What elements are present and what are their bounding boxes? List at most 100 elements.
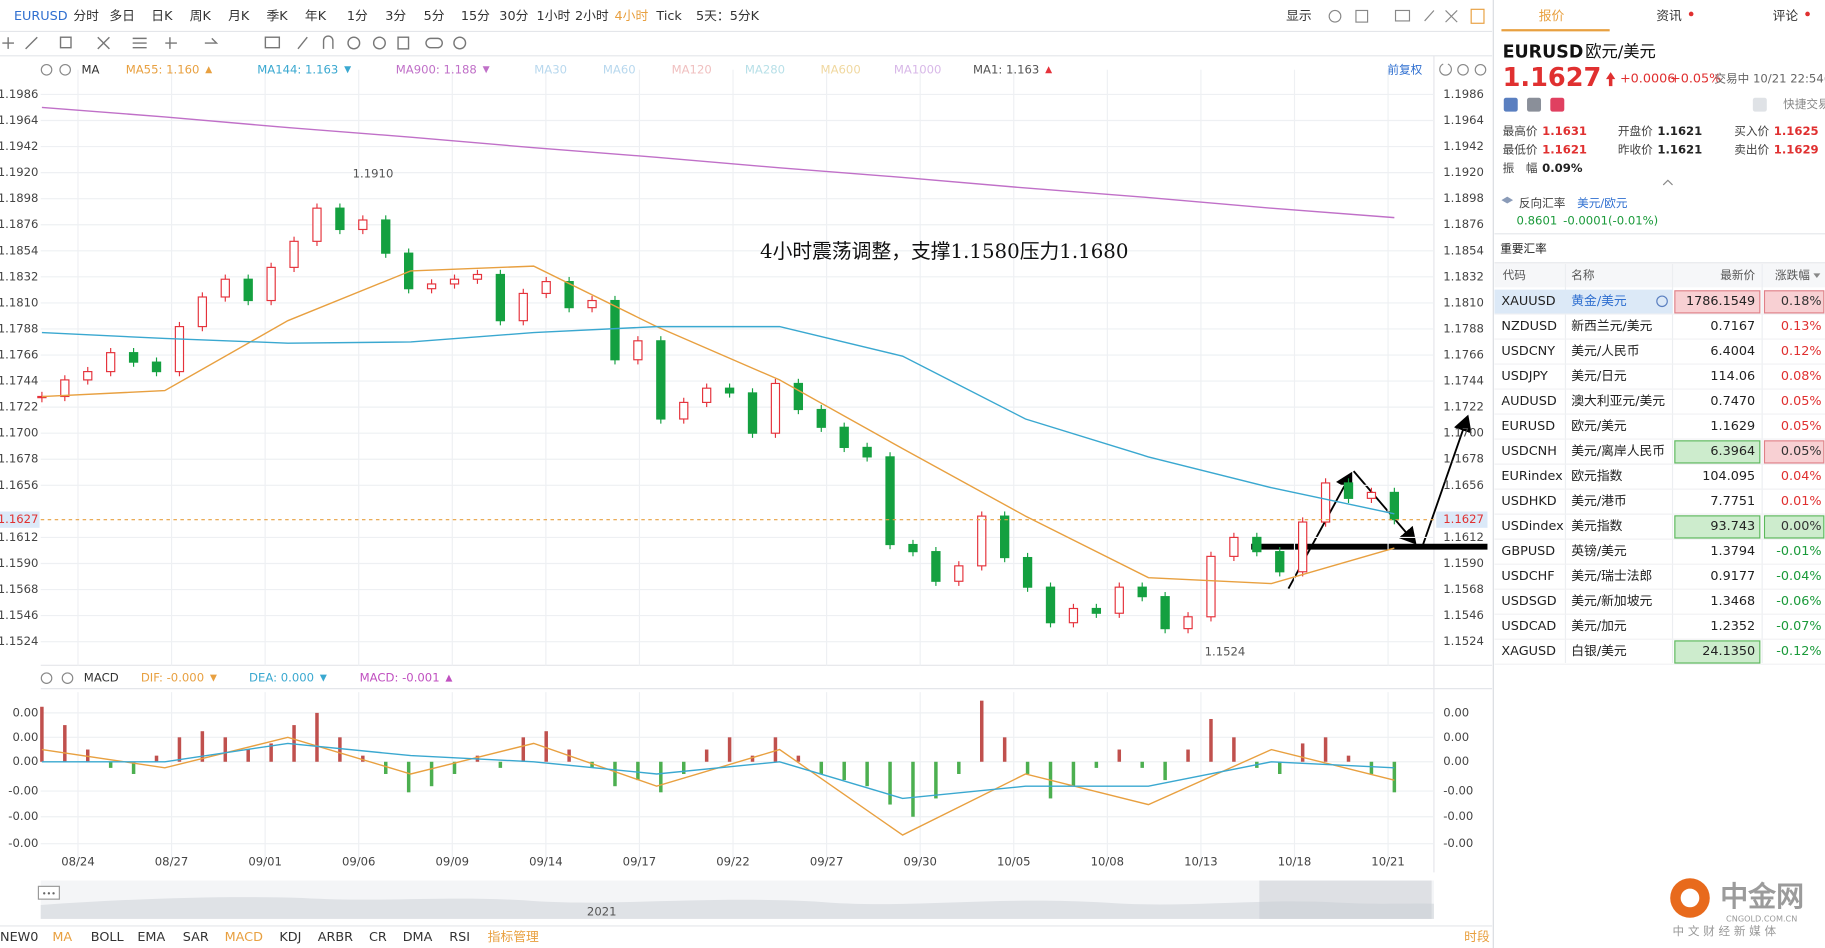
row-name[interactable]: 新西兰元/美元: [1571, 318, 1652, 334]
row-name[interactable]: 欧元指数: [1571, 469, 1622, 484]
row-code[interactable]: USDCNY: [1501, 344, 1555, 359]
table-header[interactable]: 最新价: [1720, 268, 1755, 282]
quote-icons[interactable]: [1503, 97, 1767, 112]
panel-tab[interactable]: 报价: [1539, 9, 1565, 24]
period-button[interactable]: 15分: [461, 9, 490, 24]
adjust-mode[interactable]: 前复权: [1387, 62, 1422, 76]
panel-tab[interactable]: 资讯: [1656, 9, 1682, 24]
period-button[interactable]: 3分: [385, 9, 406, 24]
row-code[interactable]: EURindex: [1501, 469, 1563, 484]
arrow[interactable]: [1421, 414, 1472, 548]
candle: [564, 281, 574, 309]
period-button[interactable]: 月K: [228, 9, 250, 24]
legend-label[interactable]: MA55: 1.160: [126, 62, 200, 76]
period-button[interactable]: 30分: [499, 9, 528, 24]
legend-label[interactable]: MA120: [672, 62, 712, 76]
row-name[interactable]: 美元指数: [1571, 519, 1622, 534]
legend-icons[interactable]: [40, 63, 1487, 684]
indicator-manage[interactable]: 指标管理: [488, 930, 539, 945]
legend-label[interactable]: DIF: -0.000: [141, 671, 204, 685]
quick-trade[interactable]: 快捷交易: [1783, 97, 1825, 111]
arrow[interactable]: [1352, 470, 1417, 545]
indicator-tab[interactable]: BOLL: [91, 930, 125, 945]
row-code[interactable]: USDSGD: [1501, 594, 1556, 609]
row-code[interactable]: AUDUSD: [1501, 394, 1556, 409]
indicator-tab[interactable]: EMA: [137, 930, 165, 945]
row-code[interactable]: USDCAD: [1501, 619, 1556, 634]
period-button[interactable]: 5天：5分K: [696, 9, 760, 24]
row-code[interactable]: XAUUSD: [1501, 294, 1555, 309]
indicator-tab[interactable]: CR: [369, 930, 387, 945]
row-code[interactable]: EURUSD: [1501, 419, 1555, 434]
legend-label[interactable]: MA1: 1.163: [973, 62, 1039, 76]
row-name[interactable]: 美元/港币: [1571, 494, 1626, 509]
macd-bar: [63, 725, 67, 762]
candle: [381, 219, 391, 254]
legend-label[interactable]: MA1000: [894, 62, 942, 76]
period-button[interactable]: 周K: [190, 9, 212, 24]
row-code[interactable]: XAGUSD: [1501, 644, 1556, 659]
indicator-name[interactable]: MACD: [84, 671, 119, 685]
session-button[interactable]: 时段: [1464, 930, 1490, 945]
panel-tab[interactable]: 评论: [1773, 9, 1799, 24]
indicator-tab[interactable]: SAR: [183, 930, 209, 945]
top-right-icons[interactable]: [1328, 8, 1485, 24]
row-name[interactable]: 美元/瑞士法郎: [1571, 569, 1652, 584]
period-button[interactable]: 5分: [424, 9, 445, 24]
legend-label[interactable]: MA30: [534, 62, 567, 76]
period-button[interactable]: 2小时: [575, 9, 609, 24]
legend-label[interactable]: MA600: [821, 62, 861, 76]
legend-label[interactable]: MA900: 1.188: [396, 62, 477, 76]
annotation[interactable]: 4小时震荡调整，支撑1.1580压力1.1680: [760, 240, 1128, 263]
legend-label[interactable]: MA280: [745, 62, 785, 76]
indicator-tab[interactable]: NEW0: [0, 930, 38, 945]
period-button[interactable]: 多日: [109, 9, 135, 24]
row-name[interactable]: 澳大利亚元/美元: [1571, 393, 1665, 409]
indicator-tab[interactable]: MA: [52, 930, 72, 945]
legend-label[interactable]: MACD: -0.001: [360, 671, 440, 685]
row-name[interactable]: 美元/离岸人民币: [1571, 443, 1665, 459]
macd-bar: [1300, 743, 1305, 762]
symbol[interactable]: EURUSD: [14, 9, 68, 24]
period-button[interactable]: 季K: [267, 9, 289, 24]
row-code[interactable]: USDHKD: [1501, 494, 1556, 509]
period-button[interactable]: Tick: [655, 9, 682, 24]
row-name[interactable]: 英镑/美元: [1571, 543, 1627, 559]
indicator-name[interactable]: MA: [81, 62, 99, 76]
row-code[interactable]: GBPUSD: [1501, 544, 1555, 559]
row-name[interactable]: 美元/加元: [1571, 619, 1627, 634]
macd-bar: [1140, 761, 1144, 768]
row-code[interactable]: NZDUSD: [1501, 319, 1557, 334]
row-code[interactable]: USDindex: [1501, 519, 1564, 534]
reverse-pair[interactable]: 美元/欧元: [1577, 196, 1628, 210]
row-code[interactable]: USDCNH: [1501, 444, 1556, 459]
period-button[interactable]: 4小时: [615, 9, 649, 24]
indicator-tab[interactable]: ARBR: [318, 930, 353, 945]
row-name[interactable]: 黄金/美元: [1571, 293, 1627, 309]
row-name[interactable]: 美元/新加坡元: [1571, 593, 1652, 609]
row-name[interactable]: 白银/美元: [1571, 643, 1627, 659]
collapse[interactable]: [1662, 179, 1673, 186]
display-menu[interactable]: 显示: [1286, 9, 1312, 24]
period-button[interactable]: 日K: [151, 9, 173, 24]
row-code[interactable]: USDJPY: [1501, 369, 1548, 384]
period-button[interactable]: 分时: [73, 9, 99, 24]
user-drawing[interactable]: [1251, 414, 1488, 590]
row-name[interactable]: 美元/人民币: [1571, 344, 1639, 359]
indicator-tab[interactable]: RSI: [449, 930, 470, 945]
row-name[interactable]: 美元/日元: [1571, 369, 1627, 384]
navigator-window[interactable]: [1259, 880, 1432, 919]
legend-label[interactable]: MA144: 1.163: [257, 62, 338, 76]
row-code[interactable]: USDCHF: [1501, 569, 1554, 584]
legend-label[interactable]: DEA: 0.000: [249, 671, 314, 685]
period-button[interactable]: 年K: [305, 9, 327, 24]
indicator-tab[interactable]: MACD: [225, 930, 263, 945]
indicator-tab[interactable]: KDJ: [279, 930, 301, 945]
period-button[interactable]: 1小时: [537, 9, 571, 24]
drawing-tools[interactable]: [2, 35, 467, 50]
table-header[interactable]: 涨跌幅: [1775, 268, 1810, 282]
row-name[interactable]: 欧元/美元: [1571, 419, 1627, 434]
legend-label[interactable]: MA60: [603, 62, 636, 76]
period-button[interactable]: 1分: [347, 9, 368, 24]
indicator-tab[interactable]: DMA: [403, 930, 433, 945]
